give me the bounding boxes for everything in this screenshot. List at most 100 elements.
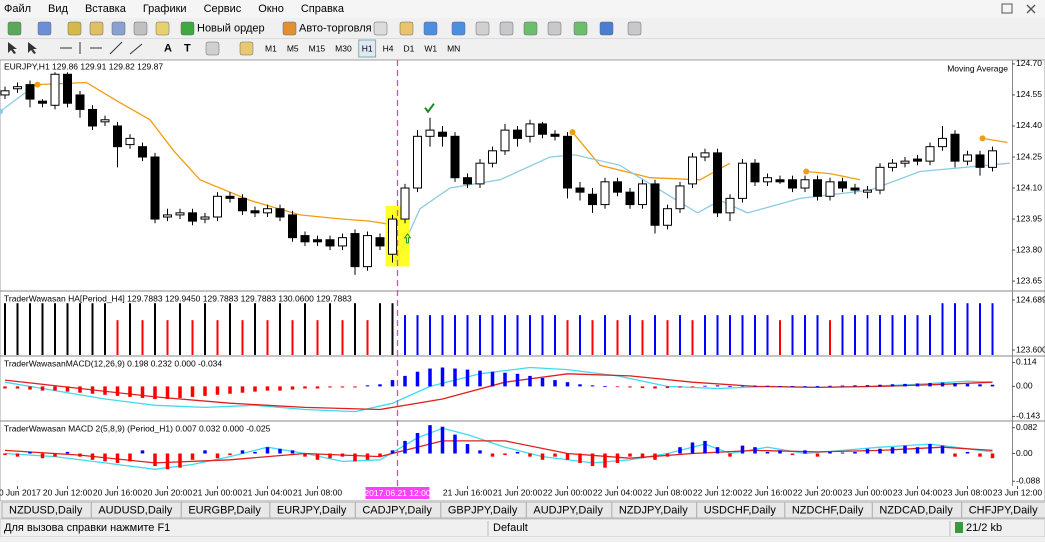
cursor-tool[interactable] (28, 42, 37, 54)
histogram-bar (340, 386, 345, 388)
menu-item[interactable]: Справка (301, 3, 345, 15)
toolbar-icon[interactable] (155, 21, 170, 36)
histogram-bar (615, 386, 620, 388)
cursor-tool[interactable] (8, 42, 17, 54)
toolbar-icon[interactable] (67, 21, 82, 36)
histogram-bar (904, 315, 906, 355)
toolbar-icon[interactable] (37, 21, 52, 36)
toolbar-button[interactable]: Новый ордер (197, 22, 265, 34)
histogram-bar (503, 372, 507, 387)
draw-tool[interactable] (109, 41, 123, 55)
histogram-bar (141, 320, 144, 355)
toolbar-icon[interactable] (499, 21, 514, 36)
histogram-bar (353, 386, 357, 388)
status-traffic: 21/2 kb (966, 522, 1002, 534)
window-close[interactable] (1026, 4, 1036, 14)
histogram-bar (690, 442, 695, 454)
timeframe-button[interactable]: M1 (262, 40, 280, 57)
timeframe-button[interactable]: M30 (332, 40, 355, 57)
periods-tool[interactable] (239, 41, 254, 56)
label-tool[interactable]: T (184, 42, 191, 54)
histogram-bar (254, 303, 256, 355)
chart-tab[interactable]: AUDUSD,Daily (90, 501, 182, 519)
ma-dot (979, 135, 986, 142)
menu-item[interactable]: Окно (258, 3, 284, 15)
arrows-tool[interactable] (205, 41, 220, 56)
toolbar-icon[interactable] (523, 21, 538, 36)
chart-tab[interactable]: EURJPY,Daily (269, 501, 356, 519)
toolbar-icon[interactable] (373, 21, 388, 36)
y-tick-label: 0.082 (1016, 422, 1038, 432)
histogram-bar (753, 385, 757, 387)
chart-tab[interactable]: USDCHF,Daily (696, 501, 786, 519)
toolbar-button[interactable]: Авто-торговля (299, 22, 372, 34)
histogram-bar (165, 386, 170, 399)
autotrading-icon[interactable] (282, 21, 297, 36)
chart-tab[interactable]: CADJPY,Daily (354, 501, 442, 519)
timeframe-button[interactable]: M15 (306, 40, 329, 57)
new-order-icon[interactable] (180, 21, 195, 36)
histogram-bar (540, 378, 545, 387)
histogram-bar (928, 444, 932, 454)
candle-body (663, 208, 672, 226)
histogram-bar (565, 453, 570, 460)
chart-tab[interactable]: GBPJPY,Daily (440, 501, 527, 519)
toolbar-icon[interactable] (475, 21, 490, 36)
histogram-bar (240, 450, 245, 454)
histogram-bar (178, 386, 182, 398)
timeframe-button[interactable]: W1 (421, 40, 440, 57)
chart-tab[interactable]: AUDJPY,Daily (525, 501, 613, 519)
toolbar-icon[interactable] (7, 21, 22, 36)
histogram-bar (416, 315, 419, 355)
candle-body (888, 162, 897, 168)
toolbar-icon[interactable] (573, 21, 588, 36)
histogram-bar (66, 303, 69, 355)
menu-item[interactable]: Файл (4, 3, 31, 15)
histogram-bar (378, 453, 382, 457)
timeframe-button[interactable]: H1 (358, 39, 377, 58)
toolbar-icon[interactable] (599, 21, 614, 36)
menu-item[interactable]: Графики (143, 3, 187, 15)
histogram-bar (465, 369, 470, 387)
toolbar-icon[interactable] (399, 21, 414, 36)
timeframe-bg (358, 39, 377, 58)
histogram-bar (54, 303, 56, 355)
chart-tab[interactable]: CHFJPY,Daily (961, 501, 1045, 519)
y-tick-label: 0.114 (1016, 357, 1037, 367)
toolbar-icon[interactable] (133, 21, 148, 36)
histogram-bar (578, 384, 582, 387)
x-tick-label: 23 Jun 08:00 (943, 487, 992, 497)
tab-label: NZDCAD,Daily (879, 504, 953, 516)
timeframe-button[interactable]: D1 (400, 40, 417, 57)
histogram-bar (865, 385, 870, 387)
histogram-bar (329, 303, 331, 355)
histogram-bar (953, 453, 957, 457)
chart-tab[interactable]: NZDUSD,Daily (1, 501, 92, 519)
draw-tool[interactable] (129, 43, 143, 55)
toolbar-icon[interactable] (627, 21, 642, 36)
timeframe-button[interactable]: M5 (284, 40, 302, 57)
histogram-bar (965, 383, 970, 387)
candle-body (425, 129, 435, 137)
candle-body (900, 160, 910, 164)
menu-item[interactable]: Вид (48, 3, 68, 15)
timeframe-button[interactable]: H4 (380, 40, 397, 57)
toolbar-icon[interactable] (547, 21, 562, 36)
menu-item[interactable]: Вставка (85, 3, 127, 15)
text-tool[interactable]: A (164, 42, 172, 54)
chart-tab[interactable]: NZDCHF,Daily (784, 501, 873, 519)
timeframe-button[interactable]: MN (444, 40, 463, 57)
panel-title: TraderWawasanMACD(12,26,9) 0.198 0.232 0… (4, 358, 222, 368)
histogram-bar (728, 453, 732, 457)
toolbar-icon[interactable] (89, 21, 104, 36)
menu-item[interactable]: Сервис (204, 3, 242, 15)
toolbar-icon[interactable] (423, 21, 438, 36)
tab-label: EURJPY,Daily (277, 504, 347, 516)
toolbar-icon[interactable] (111, 21, 126, 36)
window-restore[interactable] (1001, 3, 1013, 14)
candle-body (600, 181, 610, 206)
toolbar-icon[interactable] (451, 21, 466, 36)
chart-tab[interactable]: NZDCAD,Daily (871, 501, 963, 519)
chart-tab[interactable]: NZDJPY,Daily (611, 501, 698, 519)
chart-tab[interactable]: EURGBP,Daily (180, 501, 271, 519)
